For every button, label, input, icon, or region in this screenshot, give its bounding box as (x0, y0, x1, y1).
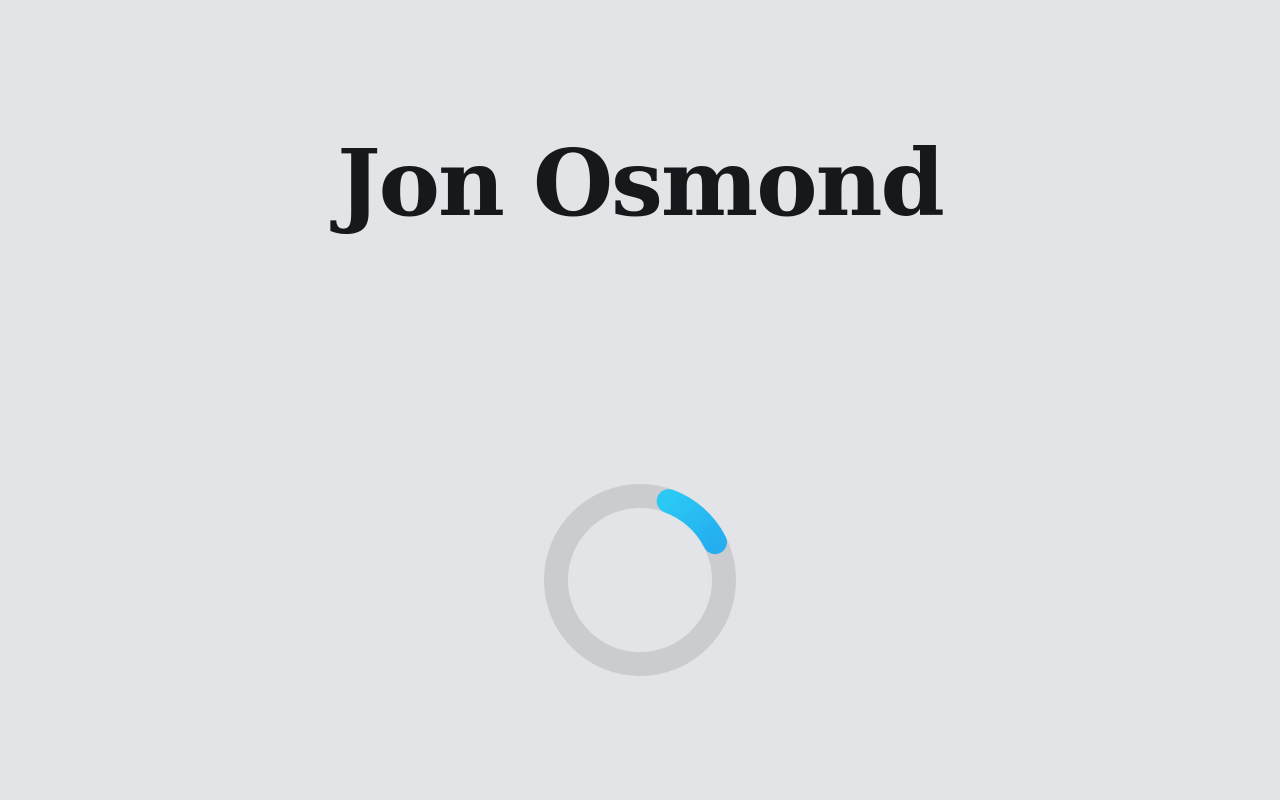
spinner-track (544, 484, 736, 676)
loading-spinner (544, 484, 736, 676)
loading-spinner-icon (544, 484, 736, 676)
page-title: Jon Osmond (337, 129, 945, 237)
spinner-arc (656, 489, 727, 555)
